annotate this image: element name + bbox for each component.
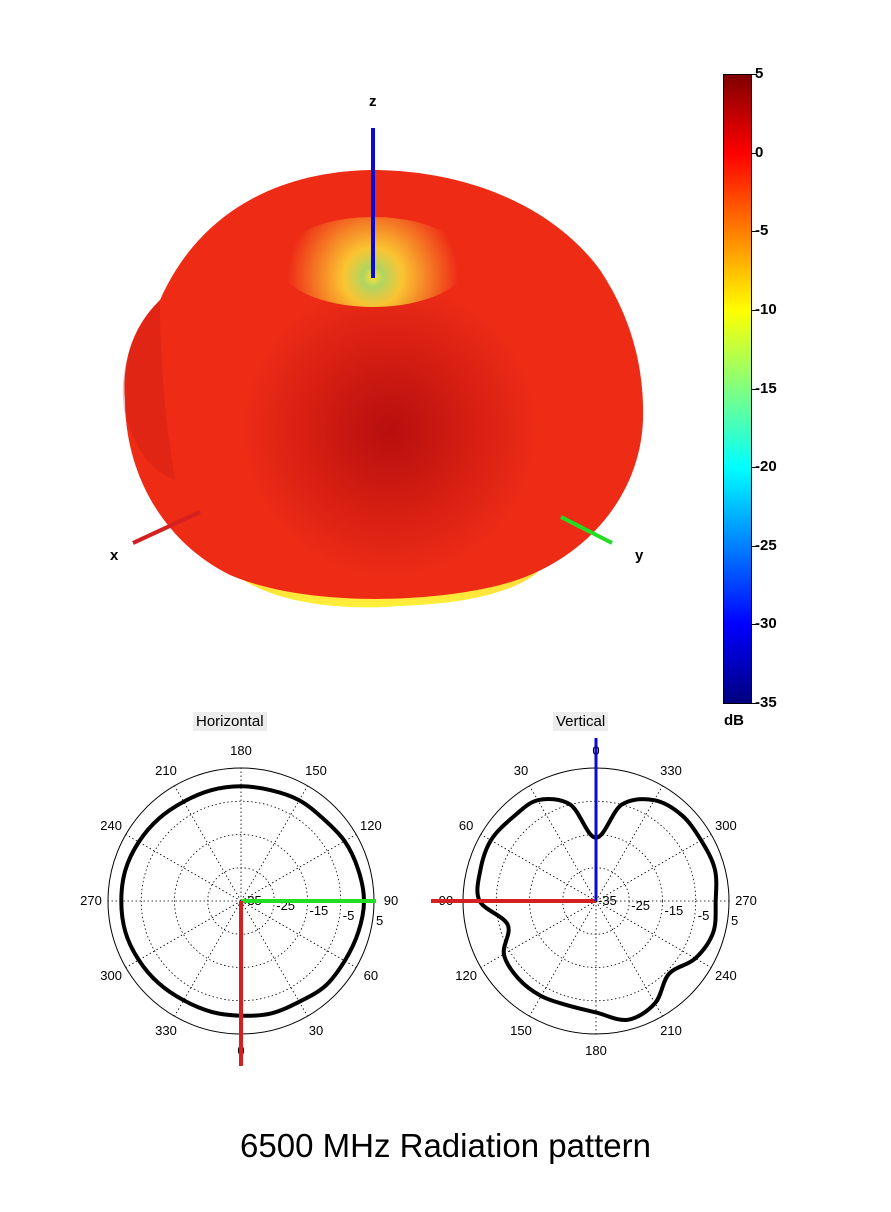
polar-angle-label: 30 — [514, 763, 528, 778]
polar-angle-label: 180 — [230, 743, 252, 758]
figure-caption: 6500 MHz Radiation pattern — [240, 1127, 651, 1164]
polar-angle-label: 240 — [100, 818, 122, 833]
colorbar-tick-mark — [752, 703, 757, 704]
polar-radial-label: -35 — [598, 893, 617, 908]
vertical-plot-title: Vertical — [553, 712, 609, 731]
colorbar-tick-label: -10 — [755, 301, 777, 318]
colorbar-ticks: 5 0 -5 -10 -15 -20 -25 -30 -35 — [752, 65, 812, 711]
polar-radial-label: -5 — [698, 908, 710, 923]
polar-grid-spoke — [240, 785, 308, 902]
polar-angle-label: 270 — [80, 893, 102, 908]
polar-grid-spoke — [240, 834, 357, 902]
y-axis-line — [560, 515, 613, 545]
polar-grid-spoke — [480, 834, 597, 902]
polar-grid-spoke — [480, 900, 597, 968]
colorbar — [723, 74, 752, 704]
pattern-main-body — [124, 170, 644, 599]
y-axis-label: y — [635, 547, 644, 564]
polar-radial-label: -5 — [343, 908, 355, 923]
colorbar-tick-label: -15 — [755, 380, 777, 397]
polar-angle-label: 60 — [459, 818, 473, 833]
colorbar-tick-label: -5 — [755, 222, 769, 239]
polar-angle-label: 330 — [155, 1023, 177, 1038]
polar-radial-label: -15 — [310, 903, 329, 918]
colorbar-tick-label: -30 — [755, 615, 777, 632]
polar-angle-label: 270 — [735, 893, 757, 908]
polar-radial-label: 5 — [731, 913, 738, 928]
colorbar-tick-mark — [752, 153, 757, 154]
polar-angle-label: 60 — [364, 968, 378, 983]
colorbar-tick-mark — [752, 74, 757, 75]
colorbar-tick-label: 0 — [755, 144, 764, 161]
polar-plots: 0306090120150180210240270300330-35-25-15… — [80, 738, 757, 1066]
polar-angle-label: 30 — [309, 1023, 323, 1038]
horizontal-pattern-trace — [119, 784, 367, 1018]
polar-angle-label: 180 — [585, 1043, 607, 1058]
polar-angle-label: 240 — [715, 968, 737, 983]
polar-radial-label: -25 — [631, 898, 650, 913]
colorbar-tick-mark — [752, 231, 757, 232]
polar-angle-label: 120 — [455, 968, 477, 983]
polar-grid-spoke — [125, 900, 242, 968]
polar-radial-label: -15 — [665, 903, 684, 918]
colorbar-tick-label: -35 — [755, 694, 777, 711]
polar-angle-label: 210 — [660, 1023, 682, 1038]
polar-angle-label: 300 — [100, 968, 122, 983]
x-axis-label: x — [110, 547, 119, 564]
polar-angle-label: 300 — [715, 818, 737, 833]
colorbar-tick-mark — [752, 310, 757, 311]
colorbar-tick-mark — [752, 467, 757, 468]
polar-angle-label: 330 — [660, 763, 682, 778]
colorbar-tick-label: 5 — [755, 65, 764, 82]
vertical-pattern-trace — [475, 797, 719, 1023]
polar-angle-label: 120 — [360, 818, 382, 833]
colorbar-tick-label: -25 — [755, 537, 777, 554]
polar-grid-spoke — [240, 900, 357, 968]
polar-grid-spoke — [595, 834, 712, 902]
colorbar-tick-mark — [752, 546, 757, 547]
pattern-left-bulge — [122, 300, 175, 480]
colorbar-tick-mark — [752, 389, 757, 390]
3d-radiation-pattern — [122, 128, 644, 608]
z-axis-label: z — [369, 93, 377, 110]
colorbar-unit-label: dB — [724, 712, 744, 729]
colorbar-tick-label: -20 — [755, 458, 777, 475]
polar-angle-label: 210 — [155, 763, 177, 778]
polar-angle-label: 150 — [305, 763, 327, 778]
polar-grid-spoke — [529, 900, 597, 1017]
polar-angle-label: 150 — [510, 1023, 532, 1038]
polar-grid-spoke — [125, 834, 242, 902]
horizontal-plot-title: Horizontal — [193, 712, 267, 731]
polar-angle-label: 90 — [384, 893, 398, 908]
polar-radial-label: 5 — [376, 913, 383, 928]
colorbar-tick-mark — [752, 624, 757, 625]
x-axis-line — [132, 510, 201, 545]
